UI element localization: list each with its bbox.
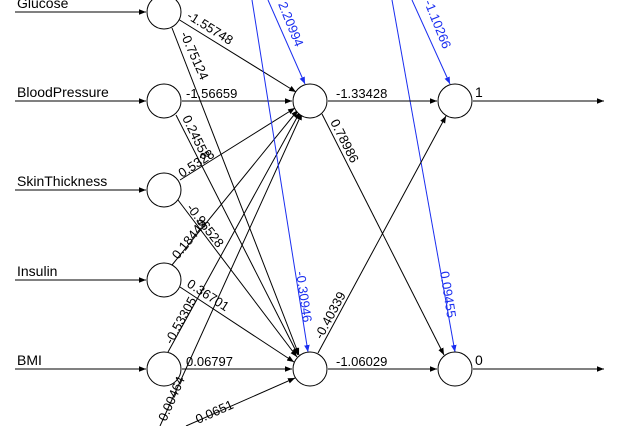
node-hidden-2 [292,351,328,387]
bias-conn-h2 [251,0,310,353]
label-output-0: 0 [475,352,483,368]
bias-conn-out0 [391,0,457,353]
label-bloodpressure: BloodPressure [17,84,109,100]
weight-bias-h2: -0.30946 [293,270,315,323]
weight-bottom-h2: 0.0651 [193,397,235,426]
output-labels: 1 0 [475,84,483,368]
conn-bottom-h2 [185,377,296,426]
hidden-output-connections [317,98,447,372]
node-input-bp [146,83,182,119]
nodes [146,0,473,387]
weight-labels: -1.55748 -0.75124 -1.56659 0.24558 0.532… [155,8,387,426]
conn-h2-out1 [317,115,447,354]
weight-insulin-h1: 0.18449 [169,216,210,262]
label-glucose: Glucose [17,0,69,11]
node-output-1 [437,83,473,119]
label-bmi: BMI [17,352,42,368]
output-arrows [473,98,604,372]
input-hidden-connections [159,18,303,426]
conn-skin-h1 [179,107,296,181]
weight-bias-h1: 2.20994 [275,0,307,49]
bias-conn-h1 [267,0,306,85]
conn-h1-out0 [321,113,445,356]
node-input-skin [146,172,182,208]
conn-skin-h2 [177,199,298,358]
weight-bp-h1: -1.56659 [186,86,237,101]
node-input-bmi [146,351,182,387]
weight-bias-out0: 0.09455 [437,270,459,319]
node-input-insulin [146,262,182,298]
conn-bp-h2 [175,114,299,356]
bias-connections [251,0,457,353]
bias-conn-out1 [411,0,451,85]
label-insulin: Insulin [17,263,57,279]
weight-h2-out0: -1.06029 [336,354,387,369]
node-input-glucose [146,0,182,30]
conn-insulin-h2 [179,286,295,363]
weight-bmi-h2: 0.06797 [186,354,233,369]
weight-h1-out1: -1.33428 [336,86,387,101]
node-hidden-1 [292,83,328,119]
input-arrows [15,9,146,372]
weight-bmi-h1: -0.53305 [162,294,200,346]
conn-glucose-h1 [177,18,297,93]
input-labels: Glucose BloodPressure SkinThickness Insu… [17,0,109,368]
conn-glucose-h2 [171,27,300,356]
conn-bmi-h1 [167,111,301,353]
label-skinthickness: SkinThickness [17,173,107,189]
conn-insulin-h1 [171,109,299,266]
label-output-1: 1 [475,84,483,100]
node-output-0 [437,351,473,387]
bias-weight-labels: 2.20994 -0.30946 -1.10266 0.09455 [275,0,459,323]
weight-bias-out1: -1.10266 [421,0,454,51]
weight-h2-out1: -0.40339 [311,289,348,341]
